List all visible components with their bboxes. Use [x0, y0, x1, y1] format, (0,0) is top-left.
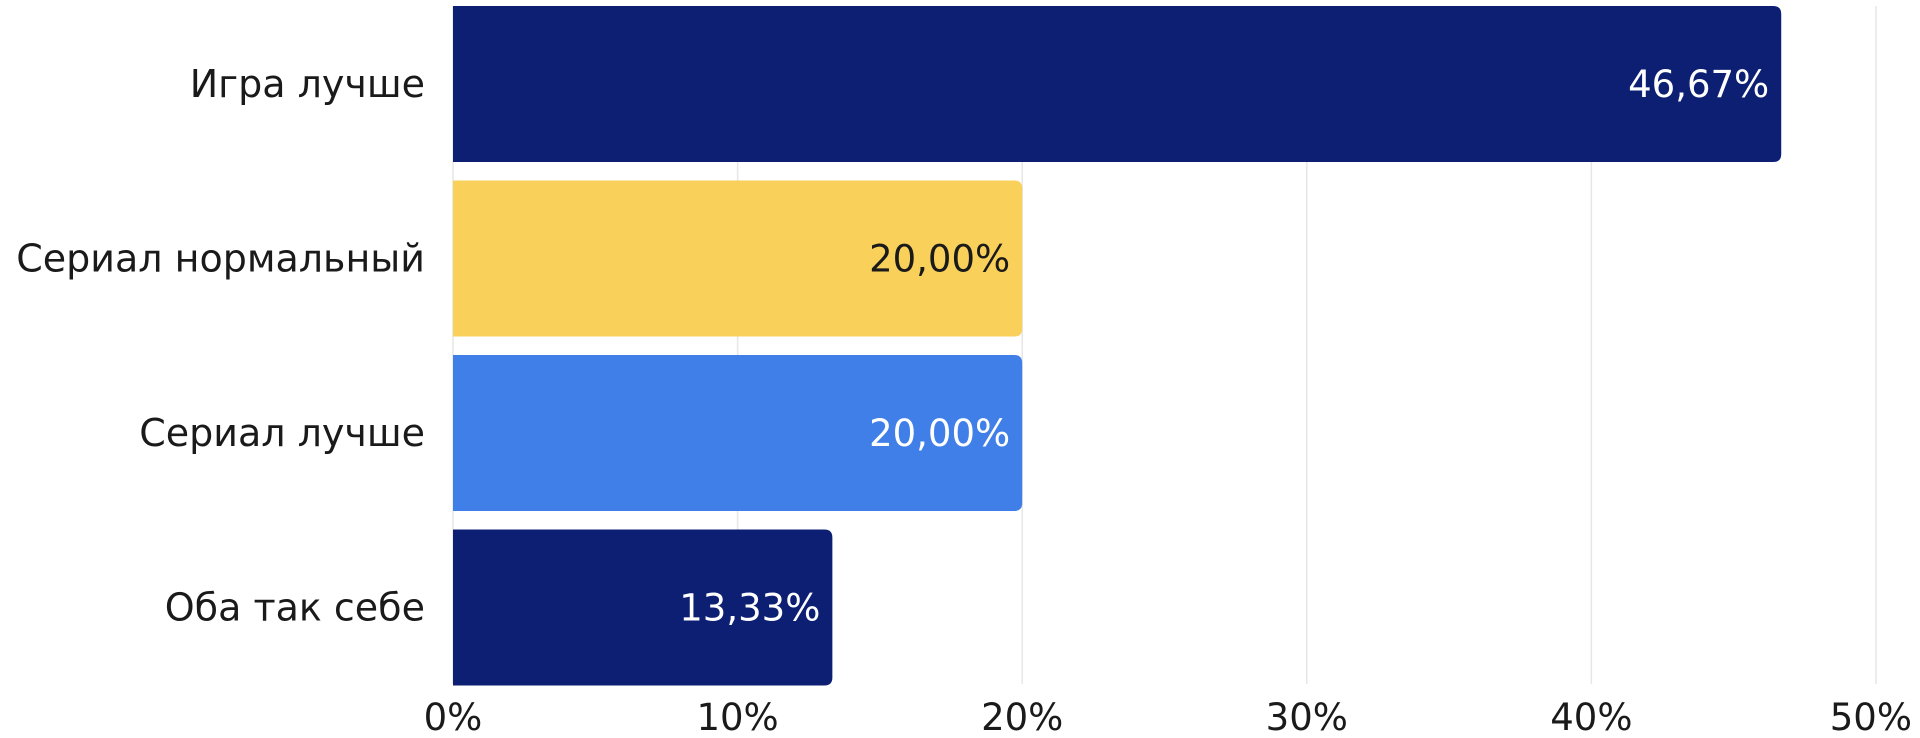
bars: 46,67% 20,00% 20,00% 13,33% — [453, 6, 1782, 686]
data-label: 13,33% — [679, 587, 820, 630]
x-tick-label: 20% — [981, 696, 1063, 738]
x-tick-label: 10% — [696, 696, 778, 738]
data-label: 20,00% — [869, 412, 1010, 455]
category-labels: Игра лучше Сериал нормальный Сериал лучше О… — [16, 62, 425, 630]
category-label: Сериал лучше — [139, 411, 425, 455]
category-label: Сериал нормальный — [16, 237, 425, 281]
bar — [453, 529, 833, 686]
x-tick-label: 50% — [1830, 696, 1912, 738]
x-tick-label: 30% — [1266, 696, 1348, 738]
category-label: Оба так себе — [165, 586, 425, 630]
data-label: 46,67% — [1628, 63, 1769, 106]
data-label: 20,00% — [869, 238, 1010, 281]
x-tick-label: 40% — [1550, 696, 1632, 738]
category-label: Игра лучше — [190, 62, 425, 106]
x-tick-label: 0% — [424, 696, 483, 738]
bar — [453, 355, 1023, 511]
bar — [453, 6, 1782, 162]
x-axis-tick-labels: 0% 10% 20% 30% 40% 50% — [424, 696, 1912, 738]
bar — [453, 180, 1023, 337]
